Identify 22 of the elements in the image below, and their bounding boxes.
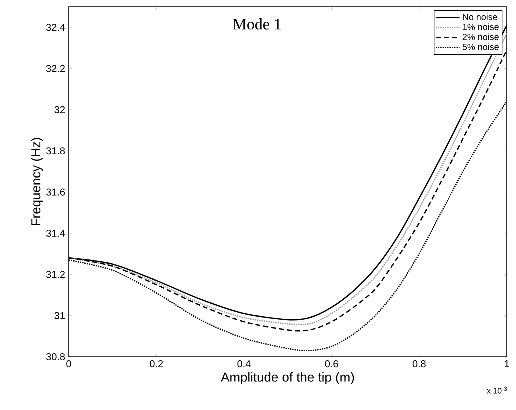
y-tick-label: 32: [54, 106, 65, 114]
y-tick-label: 32.4: [46, 24, 66, 32]
x-tick-label: 0: [66, 360, 72, 368]
y-axis-title: Frequency (Hz): [31, 138, 44, 226]
y-tick-label: 31.4: [46, 230, 66, 237]
legend-label: 5% noise: [462, 44, 499, 50]
x-tick-label: 1: [505, 360, 510, 368]
y-tick-label: 31.2: [46, 271, 65, 278]
x-tick-label: 0.2: [150, 360, 164, 368]
x-tick-label: 0.6: [325, 360, 338, 368]
text: Mode 1: [233, 18, 281, 30]
y-tick-label: 31: [54, 312, 65, 320]
y-tick-label: 31.6: [46, 188, 66, 196]
legend-label: 2% noise: [462, 34, 499, 40]
x-tick-label: 0.8: [412, 360, 426, 368]
x-axis-title: Amplitude of the tip (m): [221, 372, 354, 384]
y-tick-label: 30.8: [46, 353, 66, 361]
y-tick-label: 32.2: [46, 65, 65, 72]
x-tick-label: 0.4: [238, 360, 251, 368]
legend-label: 1% noise: [463, 24, 499, 30]
legend-label: No noise: [463, 14, 498, 20]
y-tick-label: 31.8: [46, 148, 66, 155]
